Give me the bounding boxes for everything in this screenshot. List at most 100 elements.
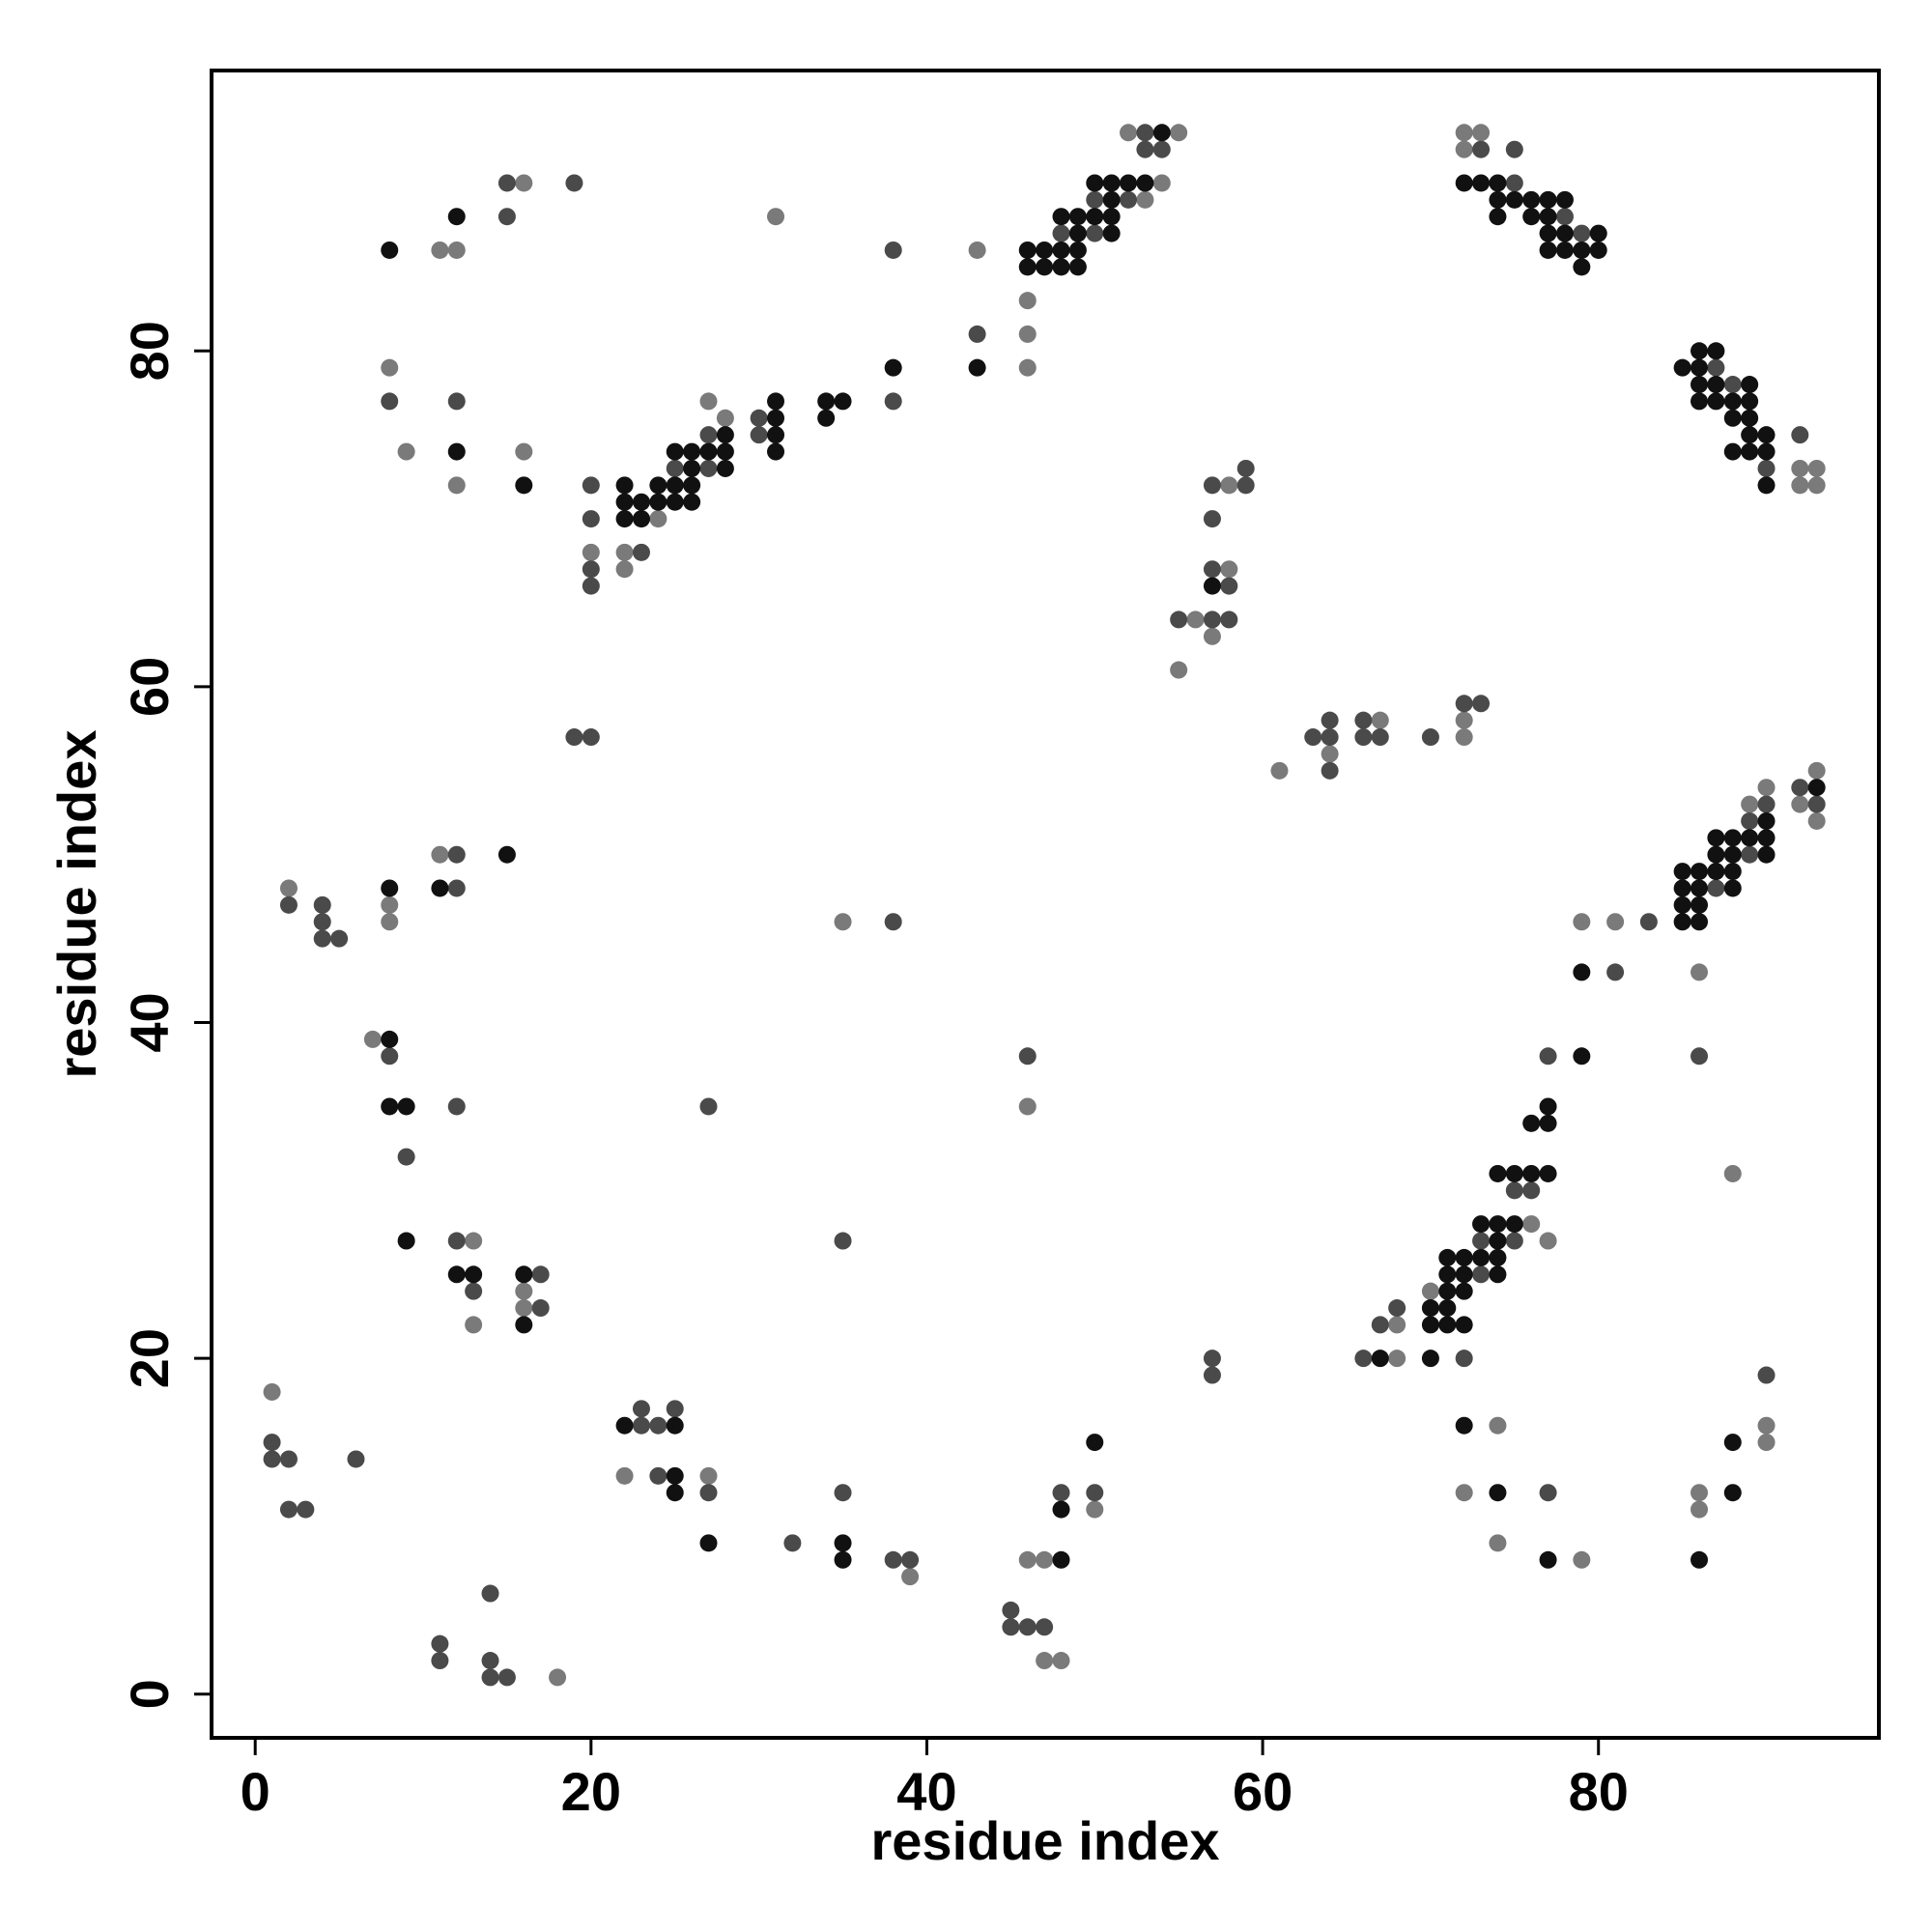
contact-point <box>683 459 701 477</box>
contact-point <box>901 1568 920 1586</box>
contact-point <box>1555 224 1574 242</box>
contact-point <box>1102 190 1121 209</box>
contact-point <box>699 1466 718 1485</box>
contact-point <box>1723 409 1742 427</box>
y-tick-label: 80 <box>119 321 180 381</box>
contact-point <box>1203 611 1221 629</box>
contact-point <box>1723 392 1742 411</box>
contact-point <box>582 560 600 579</box>
contact-point <box>582 577 600 595</box>
contact-point <box>1068 224 1087 242</box>
contact-point <box>381 1030 399 1048</box>
contact-point <box>1723 863 1742 881</box>
contact-point <box>1723 1484 1742 1502</box>
contact-point <box>817 409 836 427</box>
contact-point <box>279 895 298 914</box>
contact-point <box>397 1232 415 1250</box>
contact-point <box>1203 1366 1221 1384</box>
contact-point <box>1707 829 1725 847</box>
contact-point <box>431 879 449 897</box>
contact-point <box>1522 208 1541 226</box>
contact-point <box>1757 459 1776 477</box>
contact-point <box>1489 1248 1507 1266</box>
contact-point <box>1741 829 1759 847</box>
x-tick-label: 20 <box>561 1761 621 1822</box>
contact-point <box>649 510 668 528</box>
contact-point <box>1522 1181 1541 1200</box>
contact-point <box>1354 1350 1373 1368</box>
contact-point <box>1068 241 1087 259</box>
contact-point <box>615 493 634 511</box>
contact-point <box>431 1634 449 1653</box>
contact-point <box>666 476 684 495</box>
contact-point <box>1018 325 1037 343</box>
contact-point <box>1690 342 1709 360</box>
contact-point <box>1690 358 1709 377</box>
contact-point <box>1741 392 1759 411</box>
contact-point <box>1539 1114 1557 1132</box>
contact-point <box>1690 879 1709 897</box>
contact-point <box>683 476 701 495</box>
contact-point <box>1321 761 1339 780</box>
contact-point <box>1472 1232 1491 1250</box>
contact-point <box>1522 1114 1541 1132</box>
contact-point <box>716 426 734 444</box>
contact-point <box>1120 174 1138 192</box>
contact-point <box>1573 224 1591 242</box>
contact-point <box>1086 1484 1104 1502</box>
contact-point <box>481 1668 499 1687</box>
contact-point <box>834 1534 852 1552</box>
contact-point <box>1086 224 1104 242</box>
contact-point <box>1807 795 1826 813</box>
contact-point <box>381 392 399 411</box>
contact-point <box>465 1316 483 1334</box>
contact-point <box>1052 208 1070 226</box>
contact-point <box>615 510 634 528</box>
contact-point <box>615 560 634 579</box>
contact-point <box>447 476 466 495</box>
contact-point <box>1170 611 1188 629</box>
contact-point <box>1673 863 1691 881</box>
contact-point <box>1757 1434 1776 1452</box>
contact-point <box>447 1265 466 1284</box>
contact-point <box>1707 358 1725 377</box>
contact-point <box>497 208 516 226</box>
contact-point <box>1673 879 1691 897</box>
contact-point <box>699 392 718 411</box>
contact-point <box>497 1668 516 1687</box>
contact-point <box>330 929 349 948</box>
contact-point <box>381 1097 399 1116</box>
contact-point <box>1673 895 1691 914</box>
contact-point <box>632 1400 650 1418</box>
contact-point <box>649 1466 668 1485</box>
contact-point <box>381 1047 399 1065</box>
contact-point <box>632 493 650 511</box>
contact-point <box>447 1232 466 1250</box>
contact-point <box>1690 863 1709 881</box>
contact-point <box>666 1466 684 1485</box>
contact-point <box>1791 779 1809 797</box>
x-tick-label: 80 <box>1569 1761 1629 1822</box>
contact-point <box>884 392 902 411</box>
contact-point <box>1489 1416 1507 1435</box>
contact-point <box>683 493 701 511</box>
contact-point <box>649 476 668 495</box>
contact-point <box>1170 124 1188 142</box>
contact-point <box>297 1500 315 1519</box>
contact-point <box>431 845 449 864</box>
contact-point <box>1371 728 1389 747</box>
contact-point <box>1573 241 1591 259</box>
contact-point <box>1018 241 1037 259</box>
contact-point <box>1522 1215 1541 1234</box>
contact-point <box>1673 358 1691 377</box>
contact-point <box>1723 1164 1742 1182</box>
contact-point <box>1589 241 1607 259</box>
contact-point <box>632 543 650 561</box>
contact-point <box>1807 476 1826 495</box>
contact-point <box>1791 426 1809 444</box>
contact-point <box>1690 1047 1709 1065</box>
contact-point <box>1052 241 1070 259</box>
contact-point <box>1052 1550 1070 1569</box>
contact-point <box>515 1316 533 1334</box>
contact-point <box>279 1450 298 1468</box>
